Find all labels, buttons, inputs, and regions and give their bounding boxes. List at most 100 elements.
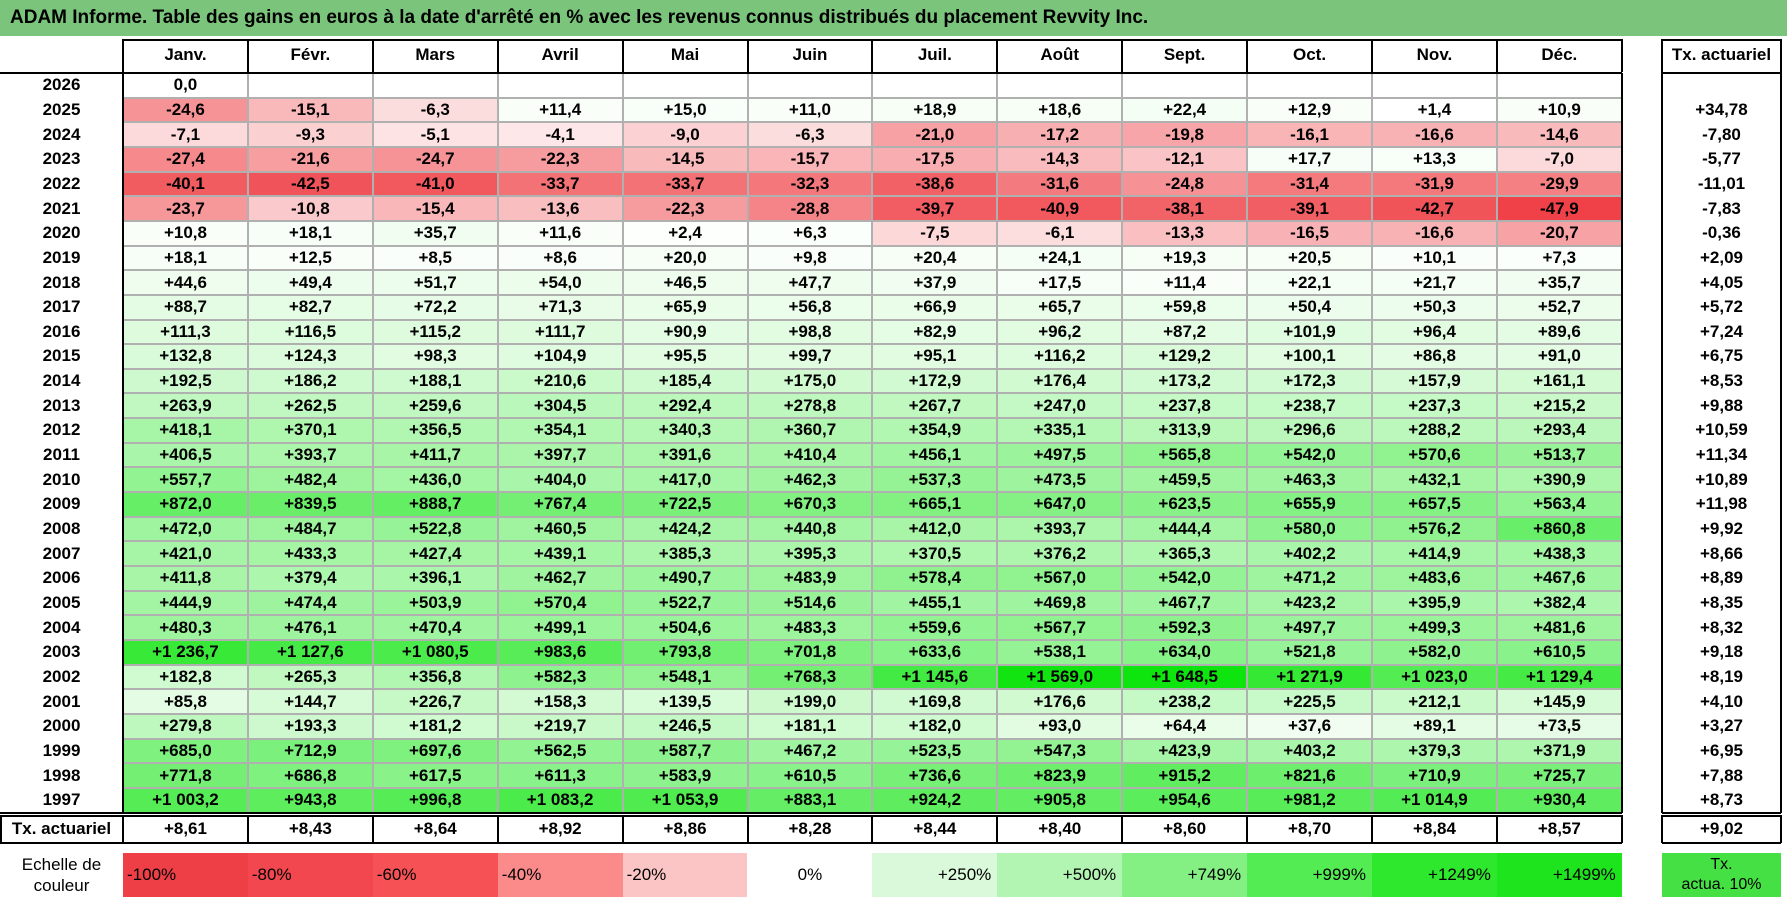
data-cell: +414,9: [1372, 541, 1497, 566]
data-cell: +722,5: [622, 492, 748, 517]
row-rate-cell: +8,66: [1699, 543, 1743, 563]
data-cell: +490,7: [622, 566, 748, 591]
row-year-label: 2015: [42, 346, 81, 366]
header-border: [996, 39, 999, 72]
data-cell: +90,9: [622, 319, 748, 345]
data-cell: +101,9: [1247, 319, 1372, 345]
data-cell: +7,3: [1496, 245, 1622, 271]
data-cell: +521,8: [1247, 639, 1372, 665]
data-cell: -14,3: [997, 146, 1123, 172]
row-year-label: 2017: [42, 297, 81, 317]
data-cell: +18,1: [247, 220, 373, 246]
data-cell: +686,8: [247, 763, 373, 788]
data-cell: +610,5: [1496, 639, 1622, 665]
row-rate-cell: -11,01: [1697, 173, 1746, 193]
data-cell: +8,6: [497, 245, 623, 271]
grid-line: [1495, 73, 1498, 813]
data-cell: [997, 73, 1123, 98]
data-cell: +583,9: [622, 763, 748, 788]
data-cell: +1 236,7: [123, 639, 248, 665]
header-border: [621, 39, 624, 72]
data-cell: +22,1: [1247, 270, 1372, 295]
row-year-label: 2025: [42, 99, 81, 119]
data-cell: +65,9: [622, 294, 748, 320]
data-cell: -16,5: [1247, 220, 1372, 246]
column-header: Mars: [415, 45, 456, 64]
data-cell: +578,4: [872, 566, 998, 591]
row-rate-cell: +8,19: [1699, 666, 1743, 686]
data-cell: 0,0: [123, 73, 248, 98]
data-cell: -13,6: [497, 196, 623, 221]
data-cell: -15,1: [247, 97, 373, 123]
footer-border: [246, 814, 249, 843]
data-cell: +82,7: [247, 294, 373, 320]
data-cell: +175,0: [747, 368, 873, 394]
data-cell: +385,3: [622, 541, 748, 566]
data-cell: +436,0: [372, 467, 498, 493]
data-cell: +11,0: [747, 97, 873, 123]
header-border: [123, 72, 1622, 74]
data-cell: +860,8: [1496, 516, 1622, 542]
data-cell: +499,1: [497, 615, 623, 640]
data-cell: +72,2: [372, 294, 498, 320]
data-cell: +304,5: [497, 393, 623, 419]
data-cell: +433,3: [247, 541, 373, 566]
data-cell: -33,7: [497, 171, 623, 197]
footer-rate-cell: +8,84: [1412, 818, 1456, 838]
data-cell: +238,2: [1122, 689, 1248, 714]
row-year-label: 2014: [42, 371, 81, 391]
data-cell: +685,0: [123, 738, 248, 764]
data-cell: +56,8: [747, 294, 873, 320]
data-cell: -38,1: [1122, 196, 1248, 221]
data-cell: +88,7: [123, 294, 248, 320]
data-cell: +382,4: [1496, 590, 1622, 616]
data-cell: +404,0: [497, 467, 623, 493]
summary-border: [1661, 39, 1663, 813]
data-cell: -47,9: [1496, 196, 1622, 221]
footer-border: [1661, 814, 1663, 843]
data-cell: +185,4: [622, 368, 748, 394]
data-cell: -19,8: [1122, 122, 1248, 147]
data-cell: +259,6: [372, 393, 498, 419]
data-cell: +460,5: [497, 516, 623, 542]
row-rate-cell: +8,73: [1699, 790, 1743, 810]
grid-line: [996, 73, 999, 813]
data-cell: +139,5: [622, 689, 748, 714]
data-cell: +18,9: [872, 97, 998, 123]
color-scale-swatch: -40%: [497, 852, 623, 897]
data-cell: +514,6: [747, 590, 873, 616]
data-cell: +396,1: [372, 566, 498, 591]
data-cell: -9,3: [247, 122, 373, 147]
data-cell: +182,8: [123, 664, 248, 690]
grid-line: [746, 73, 749, 813]
grid-line: [621, 73, 624, 813]
data-cell: +2,4: [622, 220, 748, 246]
data-cell: +393,7: [997, 516, 1123, 542]
data-cell: +580,0: [1247, 516, 1372, 542]
data-cell: [622, 73, 748, 98]
gains-table: Janv. Févr. Mars Avril Mai Juin Juil. Août Sept.…: [0, 36, 1787, 912]
row-rate-cell: +3,27: [1699, 716, 1743, 736]
footer-rate-cell: +8,92: [538, 818, 582, 838]
data-cell: +65,7: [997, 294, 1123, 320]
data-cell: +954,6: [1122, 787, 1248, 813]
row-year-label: 2012: [42, 420, 81, 440]
data-cell: +186,2: [247, 368, 373, 394]
data-cell: +557,7: [123, 467, 248, 493]
data-cell: -40,1: [123, 171, 248, 197]
data-cell: +1 080,5: [372, 639, 498, 665]
row-rate-cell: +10,59: [1695, 420, 1748, 440]
data-cell: +18,6: [997, 97, 1123, 123]
data-cell: +1 271,9: [1247, 664, 1372, 690]
data-cell: +116,2: [997, 344, 1123, 369]
row-rate-cell: -7,83: [1702, 198, 1741, 218]
data-cell: +111,7: [497, 319, 623, 345]
data-cell: -16,6: [1372, 122, 1497, 147]
header-border: [746, 39, 749, 72]
row-rate-cell: +4,05: [1699, 272, 1743, 292]
data-cell: +278,8: [747, 393, 873, 419]
data-cell: -9,0: [622, 122, 748, 147]
data-cell: +17,5: [997, 270, 1123, 295]
data-cell: +456,1: [872, 442, 998, 468]
data-cell: +46,5: [622, 270, 748, 295]
